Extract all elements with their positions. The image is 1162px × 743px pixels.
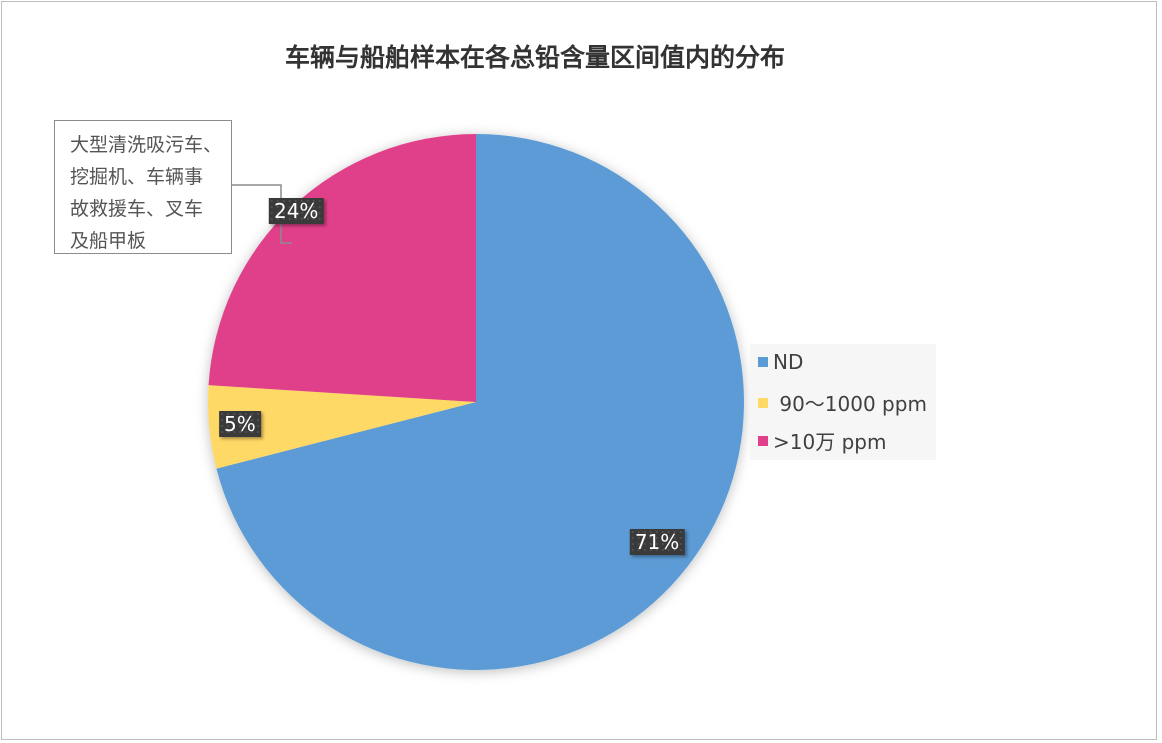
legend-swatch: [758, 435, 768, 446]
annotation-line: 挖掘机、车辆事: [70, 166, 204, 188]
legend-item-nd: ND: [758, 350, 803, 374]
pie-slice: [208, 385, 476, 469]
legend-label: 90～1000 ppm: [773, 392, 927, 416]
annotation-callout: 大型清洗吸污车、 挖掘机、车辆事 故救援车、叉车 及船甲板: [54, 120, 232, 254]
data-label: 71%: [629, 529, 685, 556]
legend-swatch: [758, 397, 768, 408]
legend-label: ND: [773, 350, 804, 374]
annotation-line: 故救援车、叉车: [70, 198, 204, 220]
legend-item-100k: >10万 ppm: [758, 426, 886, 455]
annotation-line: 及船甲板: [70, 230, 147, 252]
legend-swatch: [758, 357, 768, 367]
chart-title: 车辆与船舶样本在各总铅含量区间值内的分布: [284, 43, 785, 72]
pie-slice: [208, 134, 476, 402]
data-label: 24%: [268, 197, 324, 224]
legend: ND 90～1000 ppm >10万 ppm: [750, 344, 936, 460]
legend-label: >10万 ppm: [773, 430, 887, 454]
annotation-line: 大型清洗吸污车、: [70, 134, 223, 156]
legend-item-90-1000: 90～1000 ppm: [758, 388, 927, 417]
pie-slice: [216, 134, 745, 671]
data-label: 5%: [218, 411, 261, 438]
